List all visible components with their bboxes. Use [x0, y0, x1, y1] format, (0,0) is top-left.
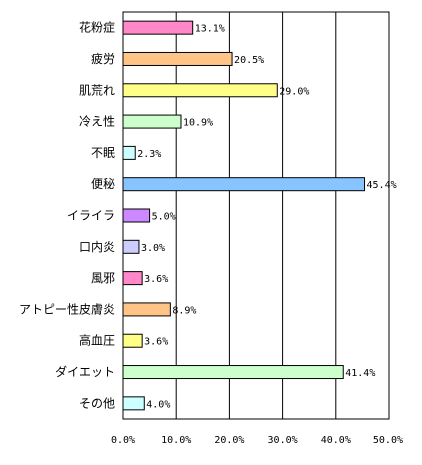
bar — [122, 208, 151, 223]
category-label: 花粉症 — [79, 20, 115, 35]
value-label: 2.3% — [137, 149, 161, 160]
category-label: 口内炎 — [79, 240, 115, 254]
value-label: 4.0% — [146, 399, 170, 410]
value-label: 10.9% — [183, 118, 213, 129]
category-label: 高血圧 — [79, 333, 115, 348]
value-label: 41.4% — [345, 368, 375, 379]
x-tick-label: 20.0% — [214, 435, 244, 446]
grid-lines — [122, 11, 390, 420]
bar — [122, 396, 145, 411]
value-label: 20.5% — [234, 55, 264, 66]
value-labels: 13.1% 20.5% 29.0% 10.9% 2.3% 45.4% 5.0% 3.0% 3.6… — [137, 24, 396, 411]
category-label: 不眠 — [91, 146, 115, 160]
bar — [122, 177, 366, 192]
category-labels: 花粉症疲労肌荒れ冷え性不眠便秘イライラ口内炎風邪アトピー性皮膚炎高血圧ダイエット… — [19, 20, 115, 411]
value-label: 13.1% — [195, 24, 225, 35]
bar — [122, 239, 140, 254]
x-tick-label: 40.0% — [321, 435, 351, 446]
category-label: ダイエット — [55, 364, 115, 379]
value-label: 3.0% — [141, 243, 165, 254]
category-label: 冷え性 — [79, 115, 115, 129]
x-tick-label: 10.0% — [161, 435, 191, 446]
category-label: 疲労 — [91, 51, 115, 66]
category-label: アトピー性皮膚炎 — [19, 301, 115, 316]
value-label: 3.6% — [144, 274, 168, 285]
bar — [122, 83, 278, 98]
category-label: 風邪 — [91, 271, 115, 285]
value-label: 29.0% — [279, 86, 309, 97]
value-label: 8.9% — [172, 305, 196, 316]
x-tick-label: 0.0% — [111, 435, 135, 446]
bar — [122, 51, 233, 66]
bar — [122, 302, 171, 317]
bar — [122, 20, 194, 35]
bar — [122, 114, 182, 129]
value-label: 3.6% — [144, 337, 168, 348]
x-tick-label: 50.0% — [373, 435, 403, 446]
bar — [122, 333, 143, 348]
category-label: 肌荒れ — [79, 83, 115, 97]
category-label: その他 — [79, 396, 115, 410]
value-label: 5.0% — [152, 212, 176, 223]
x-tick-labels: 0.0% 10.0% 20.0% 30.0% 40.0% 50.0% — [111, 435, 403, 446]
bars-group — [122, 20, 366, 411]
x-tick-label: 30.0% — [268, 435, 298, 446]
bar — [122, 365, 344, 380]
category-label: イライラ — [67, 209, 115, 223]
value-label: 45.4% — [367, 180, 397, 191]
category-label: 便秘 — [91, 177, 115, 191]
bar — [122, 145, 136, 160]
bar — [122, 271, 143, 286]
